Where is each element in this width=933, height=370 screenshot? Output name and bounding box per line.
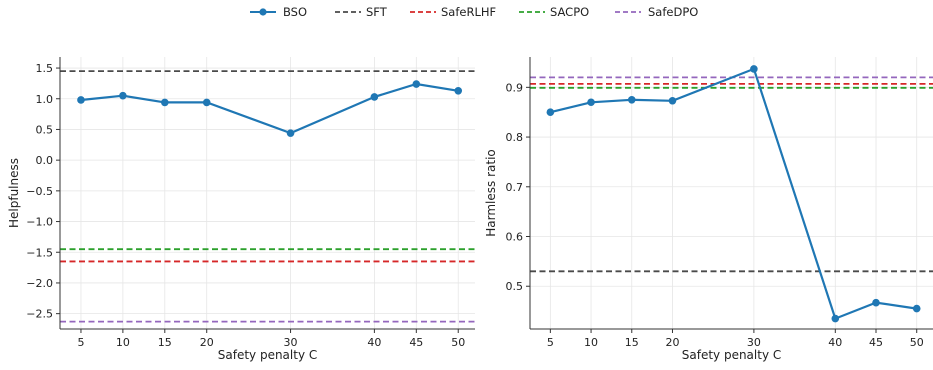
y-tick-label: −2.5 (26, 308, 53, 321)
x-tick-label: 20 (665, 336, 679, 349)
x-tick-label: 10 (116, 336, 130, 349)
legend-label-sft: SFT (366, 5, 388, 19)
y-tick-label: 0.9 (506, 81, 524, 94)
y-tick-label: 0.6 (506, 231, 524, 244)
y-tick-label: 0.8 (506, 131, 524, 144)
x-tick-label: 50 (910, 336, 924, 349)
data-point (872, 298, 880, 307)
x-tick-label: 30 (747, 336, 761, 349)
y-tick-label: 0.5 (506, 280, 524, 293)
data-point (668, 96, 677, 105)
y-tick-label: 1.0 (36, 93, 54, 106)
y-axis-title: Harmless ratio (484, 149, 498, 237)
data-point (286, 129, 295, 137)
x-tick-label: 40 (828, 336, 842, 349)
x-tick-label: 45 (869, 336, 883, 349)
data-point (454, 86, 463, 95)
series-line-bso (80, 82, 459, 135)
x-tick-label: 40 (367, 336, 381, 349)
y-tick-label: −0.5 (26, 185, 53, 198)
y-axis-title: Helpfulness (7, 158, 21, 228)
x-tick-label: 5 (547, 336, 554, 349)
data-point (77, 96, 85, 104)
legend-label-safedpo: SafeDPO (648, 5, 698, 19)
legend-label-saferlhf: SafeRLHF (441, 5, 496, 19)
y-tick-label: −2.0 (26, 277, 53, 290)
x-tick-label: 10 (584, 336, 598, 349)
data-point (750, 65, 758, 73)
legend-item-bso: BSO (250, 5, 307, 19)
data-point (627, 95, 636, 104)
legend-item-safedpo: SafeDPO (615, 5, 698, 19)
x-tick-label: 50 (451, 336, 465, 349)
data-point (912, 304, 921, 313)
x-tick-label: 45 (409, 336, 423, 349)
x-axis-title: Safety penalty C (218, 348, 318, 362)
x-tick-label: 15 (158, 336, 172, 349)
x-tick-label: 30 (284, 336, 298, 349)
y-tick-label: −1.0 (26, 216, 53, 229)
harmless-ratio-plot: 5 10 15 20 30 40 45 50 0.9 0.8 0.7 0.6 0.5 Safety pen… (484, 57, 933, 362)
data-point (412, 80, 421, 88)
legend-item-sacpo: SACPO (519, 5, 589, 19)
x-tick-label: 15 (625, 336, 639, 349)
y-tick-label: 0.0 (36, 154, 54, 167)
data-point (546, 108, 555, 116)
legend-item-saferlhf: SafeRLHF (410, 5, 496, 19)
data-point (370, 93, 379, 101)
helpfulness-plot: 5 10 15 20 30 40 45 50 1.5 1.0 0.5 0.0 −0.5 −1.0 −1.5 −… (7, 57, 475, 362)
data-point (587, 98, 595, 107)
data-point (202, 98, 211, 107)
legend-item-sft: SFT (335, 5, 388, 19)
y-tick-label: 1.5 (36, 62, 54, 75)
y-tick-label: −1.5 (26, 246, 53, 259)
data-point (160, 98, 169, 107)
series-line-bso (550, 67, 917, 321)
x-tick-label: 20 (200, 336, 214, 349)
legend: BSO SFT SafeRLHF SACPO SafeDPO (250, 5, 698, 19)
x-tick-label: 5 (77, 336, 84, 349)
y-tick-label: 0.5 (36, 123, 54, 136)
data-point (831, 314, 840, 323)
x-axis-title: Safety penalty C (682, 348, 782, 362)
legend-label-bso: BSO (283, 5, 307, 19)
data-point (119, 91, 127, 100)
y-tick-label: 0.7 (506, 181, 524, 194)
legend-label-sacpo: SACPO (550, 5, 589, 19)
